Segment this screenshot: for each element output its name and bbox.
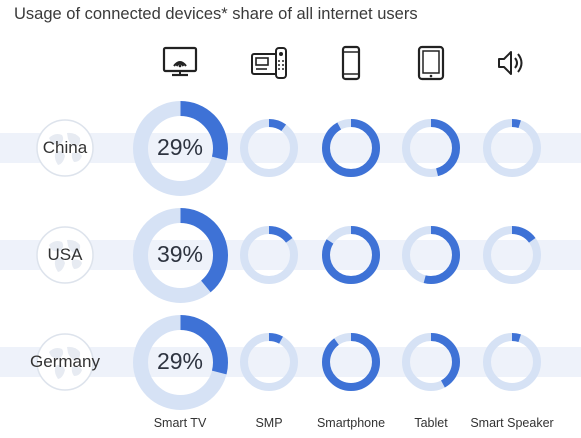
donut-arc-usa-smartphone [322, 226, 380, 284]
column-label-smart-tv: Smart TV [153, 416, 207, 430]
donut-value-label: 29% [156, 134, 204, 160]
column-label-smart-speaker: Smart Speaker [470, 416, 554, 430]
donut-arc-usa-smp [240, 226, 298, 284]
donut-china-smp [238, 117, 300, 179]
donut-arc-china-smart-speaker [483, 119, 541, 177]
donut-china-smart-tv [131, 99, 230, 198]
donut-usa-tablet [400, 224, 462, 286]
donut-arc-germany-tablet [402, 333, 460, 391]
donut-germany-smp [238, 331, 300, 393]
column-label-tablet: Tablet [414, 416, 448, 430]
column-label-smp: SMP [255, 416, 283, 430]
donut-arc-germany-smartphone [322, 333, 380, 391]
smart-tv-icon [158, 44, 202, 84]
smart-speaker-icon [490, 44, 534, 84]
donut-arc-usa-smart-speaker [483, 226, 541, 284]
donut-usa-smartphone [320, 224, 382, 286]
donut-track [240, 333, 298, 391]
globe-icon [35, 225, 95, 285]
globe-icon [35, 118, 95, 178]
donut-arc-usa-smart-tv [132, 207, 228, 303]
donut-germany-smartphone [320, 331, 382, 393]
donut-arc-germany-smart-speaker [483, 333, 541, 391]
donut-china-tablet [400, 117, 462, 179]
donut-track [483, 333, 541, 391]
tablet-icon [409, 44, 453, 84]
donut-track [240, 119, 298, 177]
smp-icon [247, 44, 291, 84]
donut-china-smartphone [320, 117, 382, 179]
donut-usa-smart-speaker [481, 224, 543, 286]
donut-usa-smart-tv [131, 206, 230, 305]
country-label-germany: Germany [30, 352, 100, 371]
donut-arc-china-tablet [402, 119, 460, 177]
donut-china-smart-speaker [481, 117, 543, 179]
donut-arc-usa-tablet [402, 226, 460, 284]
globe-icon [35, 332, 95, 392]
column-label-smartphone: Smartphone [316, 416, 386, 430]
donut-usa-smp [238, 224, 300, 286]
donut-track [483, 119, 541, 177]
donut-arc-germany-smp [240, 333, 298, 391]
donut-arc-germany-smart-tv [132, 314, 228, 410]
smartphone-icon [329, 44, 373, 84]
donut-arc-china-smartphone [322, 119, 380, 177]
donut-value-label: 29% [156, 348, 204, 374]
donut-arc-china-smp [240, 119, 298, 177]
chart-title: Usage of connected devices* share of all… [14, 5, 418, 23]
donut-arc-china-smart-tv [132, 100, 228, 196]
donut-value-label: 39% [156, 241, 204, 267]
country-label-usa: USA [47, 245, 83, 264]
donut-germany-smart-tv [131, 313, 230, 412]
country-label-china: China [42, 138, 88, 157]
donut-germany-smart-speaker [481, 331, 543, 393]
donut-germany-tablet [400, 331, 462, 393]
